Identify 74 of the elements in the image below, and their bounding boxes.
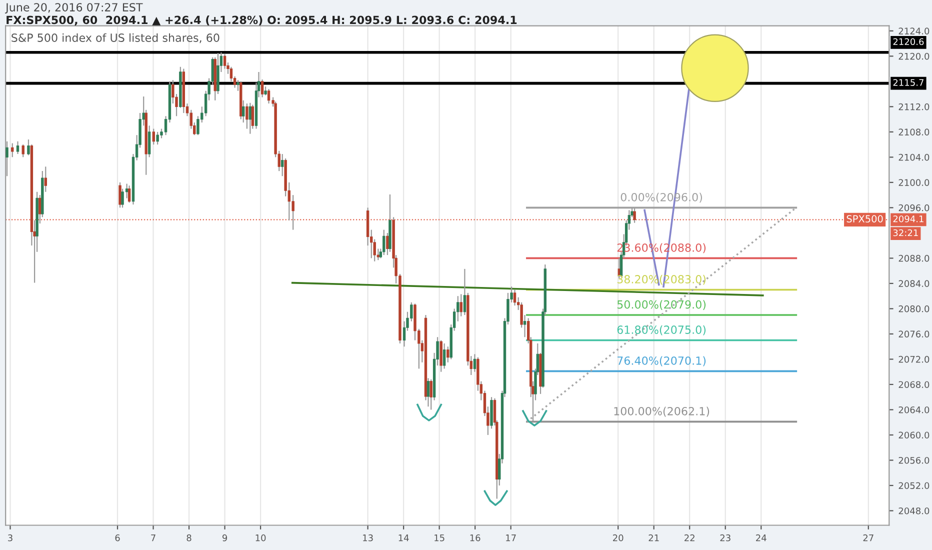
candlestick	[22, 144, 24, 158]
x-tick-label: 22	[684, 534, 694, 542]
y-tick-label: 2072.0	[898, 356, 930, 363]
x-tick-label: 15	[434, 534, 444, 542]
candlestick	[148, 125, 151, 158]
candlestick	[11, 142, 14, 158]
x-tick-label: 8	[186, 534, 192, 542]
x-tick-label: 20	[613, 534, 624, 542]
candlestick	[523, 314, 526, 338]
candlestick	[446, 346, 450, 363]
candlestick	[152, 128, 155, 146]
candlestick	[473, 354, 476, 372]
y-tick-label: 2084.0	[898, 280, 930, 287]
series-label: 61.80%(2075.0)	[617, 325, 706, 336]
x-tick-label: 10	[256, 534, 266, 542]
x-tick-label: 16	[470, 534, 480, 542]
y-tick-label: 2048.0	[898, 507, 930, 514]
x-tick-label: 27	[863, 534, 874, 542]
candlestick	[267, 88, 270, 104]
y-tick-label: 2112.0	[898, 103, 930, 110]
ref-line-label: 2120.6	[893, 38, 924, 46]
candlestick	[382, 229, 386, 256]
candlestick	[442, 342, 446, 370]
candlestick	[463, 268, 466, 316]
text: 32:21	[893, 229, 918, 236]
candlestick	[292, 194, 294, 230]
y-tick-label: 2120.0	[898, 52, 930, 60]
candlestick	[27, 138, 30, 156]
candlestick	[246, 102, 248, 130]
x-tick-label: 14	[398, 534, 409, 542]
candlestick	[513, 289, 516, 306]
y-tick-label: 2124.0	[898, 28, 930, 34]
ref-line-label: 2115.7	[893, 79, 924, 86]
candlestick	[156, 131, 159, 146]
chart-subtitle: June 20, 2016 07:27 EST	[5, 3, 143, 14]
y-tick-label: 2100.0	[898, 179, 930, 186]
x-tick-label: 13	[363, 534, 373, 542]
y-tick-label: 2096.0	[898, 204, 930, 212]
candlestick	[44, 166, 47, 192]
y-tick-label: 2060.0	[898, 432, 930, 439]
x-tick-label: 6	[115, 534, 120, 542]
ref-line-label: 2094.1	[893, 215, 924, 222]
candlestick	[280, 153, 284, 177]
x-tick-label: 21	[648, 534, 659, 542]
y-tick-label: 2108.0	[898, 128, 930, 136]
y-tick-label: 2052.0	[898, 482, 930, 490]
x-tick-label: 17	[506, 534, 516, 542]
annotation: S&P 500 index of US listed shares, 60	[12, 33, 220, 44]
candlestick	[460, 294, 462, 317]
candlestick	[430, 378, 432, 410]
x-tick-label: 7	[151, 534, 156, 542]
annotation: SPX500	[846, 215, 883, 222]
candlestick	[440, 340, 442, 372]
candlestick	[118, 182, 122, 208]
candlestick	[16, 140, 20, 155]
series-label: 76.40%(2070.1)	[617, 356, 706, 366]
x-tick-label: 24	[756, 534, 766, 542]
y-tick-label: 2088.0	[898, 254, 930, 262]
x-tick-label: 9	[222, 534, 228, 542]
y-tick-label: 2068.0	[898, 381, 930, 388]
x-tick-label: 3	[8, 534, 12, 542]
candlestick	[236, 80, 240, 92]
chart-title: FX:SPX500, 60 2094.1 ▲ +26.4 (+1.28%) O: 2095.4 H: 2095.9 L: 2093.6 C: 2094.1	[6, 16, 517, 26]
candlestick	[128, 185, 131, 204]
x-tick-label: 23	[720, 534, 730, 542]
y-tick-label: 2064.0	[898, 406, 930, 414]
y-tick-label: 2056.0	[898, 456, 930, 464]
series-label: 100.00%(2062.1)	[614, 406, 710, 417]
y-tick-label: 2076.0	[898, 330, 930, 338]
y-tick-label: 2080.0	[898, 305, 930, 312]
series-label: 50.00%(2079.0)	[617, 300, 706, 310]
candlestick	[248, 102, 252, 134]
candlestick	[196, 116, 200, 136]
y-tick-label: 2104.0	[898, 154, 930, 161]
